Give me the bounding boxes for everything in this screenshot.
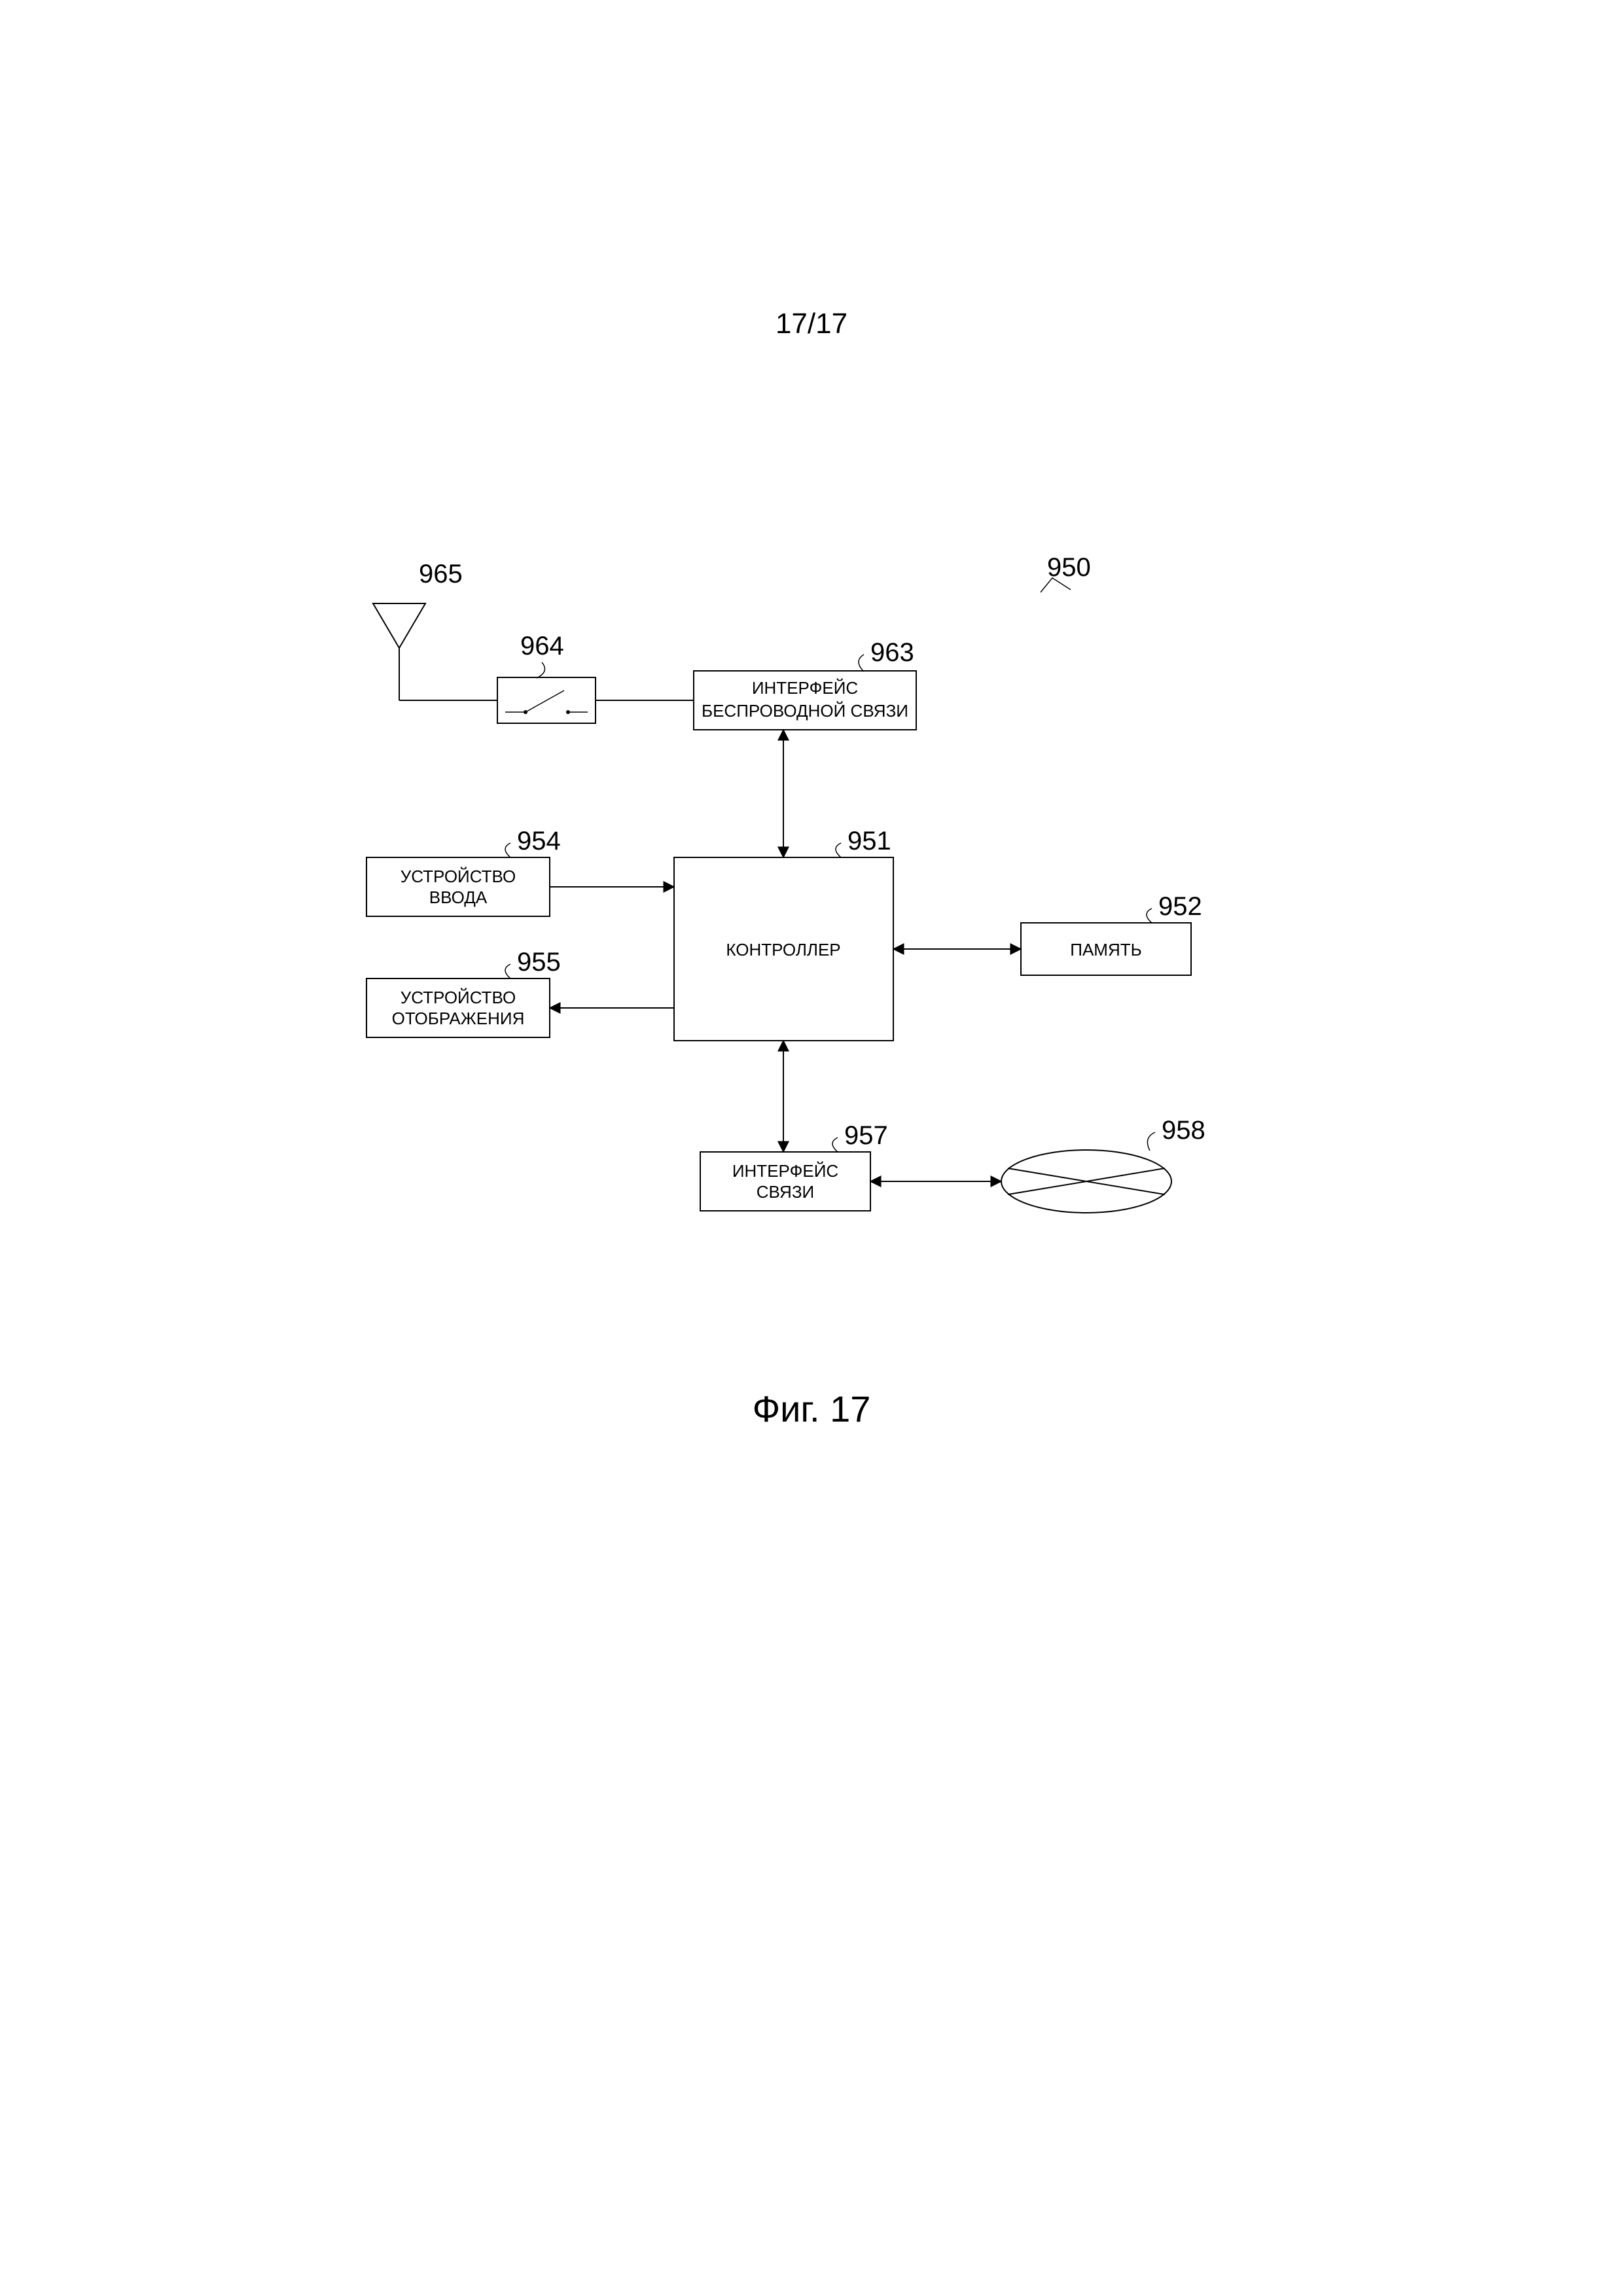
input-device-label-2: ВВОДА [429, 888, 488, 907]
antenna-icon [373, 603, 425, 700]
ref-wireless: 963 [870, 638, 914, 667]
input-device-label-1: УСТРОЙСТВО [401, 867, 516, 886]
diagram-svg: 950 965 964 ИНТЕРФЕЙС БЕСПРОВОДНОЙ СВЯЗИ… [0, 0, 1623, 2296]
wireless-interface-label-1: ИНТЕРФЕЙС [752, 678, 858, 698]
ref-display-lead [505, 964, 510, 978]
ref-network-lead [1147, 1132, 1155, 1151]
switch-node-right [566, 710, 570, 714]
ref-display: 955 [517, 948, 561, 977]
ref-memory-lead [1147, 908, 1152, 923]
ref-comm-lead [832, 1138, 838, 1152]
wireless-interface-label-2: БЕСПРОВОДНОЙ СВЯЗИ [702, 701, 908, 721]
ref-input-lead [505, 843, 510, 857]
figure-caption: Фиг. 17 [0, 1388, 1623, 1430]
ref-assembly: 950 [1047, 553, 1091, 582]
display-device-label-1: УСТРОЙСТВО [401, 988, 516, 1007]
ref-input: 954 [517, 827, 561, 855]
comm-interface-label-1: ИНТЕРФЕЙС [732, 1161, 838, 1181]
comm-interface-label-2: СВЯЗИ [757, 1182, 814, 1202]
ref-wireless-lead [859, 655, 864, 672]
switch-arm [526, 691, 564, 712]
ref-comm: 957 [844, 1121, 888, 1150]
page: 17/17 950 965 964 ИНТЕРФЕЙС БЕСПРО [0, 0, 1623, 2296]
ref-antenna: 965 [419, 560, 463, 588]
memory-label: ПАМЯТЬ [1070, 940, 1141, 960]
ref-switch-lead [537, 662, 545, 678]
ref-switch: 964 [520, 632, 564, 660]
ref-network: 958 [1162, 1116, 1205, 1145]
ref-controller-lead [836, 843, 841, 857]
display-device-label-2: ОТОБРАЖЕНИЯ [392, 1009, 525, 1028]
ref-controller: 951 [847, 827, 891, 855]
ref-memory: 952 [1158, 892, 1202, 921]
controller-label: КОНТРОЛЛЕР [726, 940, 840, 960]
